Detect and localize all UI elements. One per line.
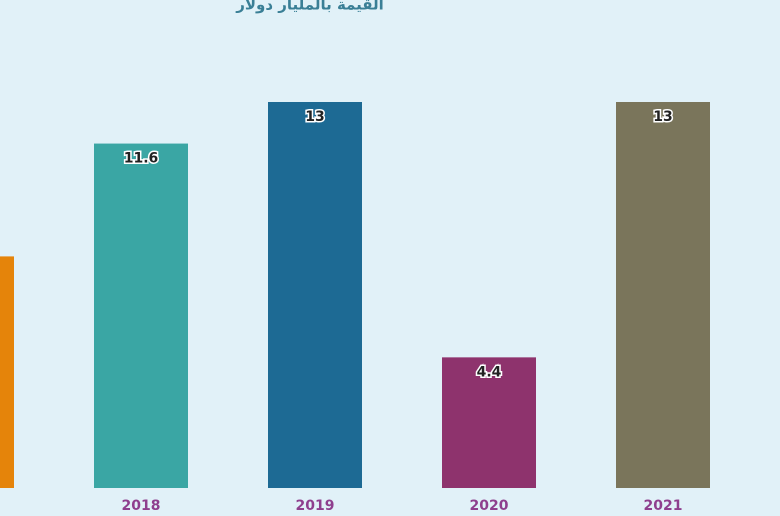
bar [0,256,14,488]
bar [94,143,188,489]
value-label: 13 [653,109,672,125]
bar [268,102,362,488]
value-label: 11.6 [124,151,159,167]
value-label: 13 [305,109,324,125]
chart-title: القيمة بالمليار دولار [235,0,384,14]
value-label: 4.4 [477,364,502,380]
bar [616,102,710,488]
x-tick-label: 2021 [644,498,683,514]
bar [442,357,536,488]
x-tick-label: 2020 [470,498,509,514]
x-tick-label: 2019 [296,498,335,514]
x-tick-label: 2018 [122,498,161,514]
